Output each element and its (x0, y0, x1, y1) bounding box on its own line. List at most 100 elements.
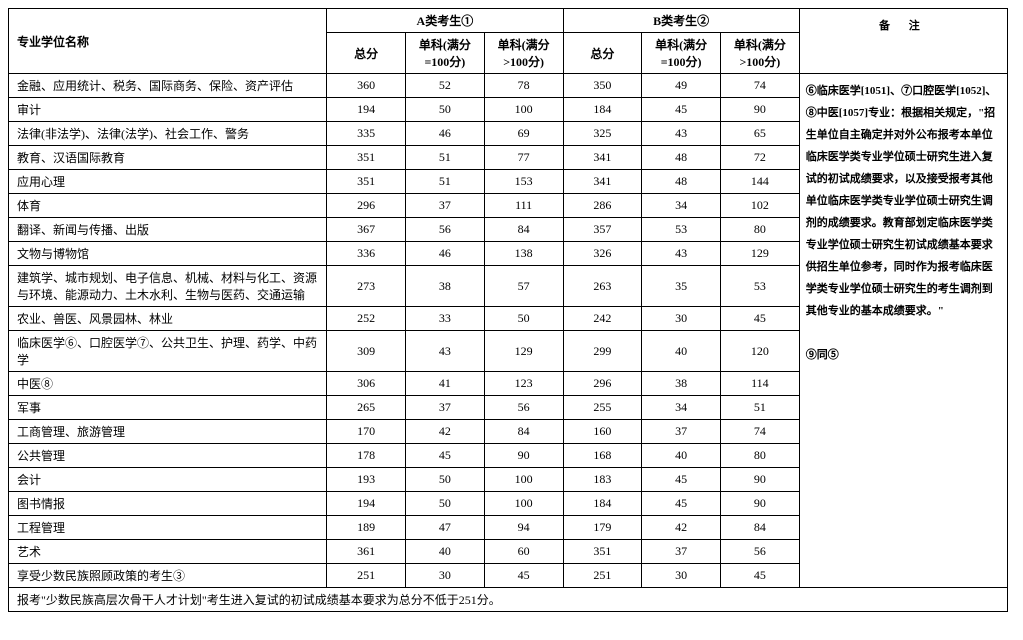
header-a-s100: 单科(满分=100分) (406, 33, 485, 74)
cell-b_sover: 90 (721, 468, 800, 492)
cell-a_s100: 38 (406, 266, 485, 307)
cell-a_s100: 50 (406, 98, 485, 122)
cell-a_sover: 78 (484, 74, 563, 98)
cell-b_sover: 80 (721, 444, 800, 468)
cell-b_sover: 45 (721, 307, 800, 331)
cell-a_sover: 56 (484, 396, 563, 420)
cell-a_total: 309 (327, 331, 406, 372)
cell-b_total: 251 (563, 564, 642, 588)
cell-a_s100: 51 (406, 146, 485, 170)
cell-a_s100: 50 (406, 468, 485, 492)
cell-a_total: 296 (327, 194, 406, 218)
table-body: 金融、应用统计、税务、国际商务、保险、资产评估36052783504974⑥临床… (9, 74, 1008, 612)
cell-b_s100: 49 (642, 74, 721, 98)
cell-a_total: 336 (327, 242, 406, 266)
cell-b_total: 351 (563, 540, 642, 564)
cell-a_total: 178 (327, 444, 406, 468)
cell-major: 工程管理 (9, 516, 327, 540)
cell-b_total: 183 (563, 468, 642, 492)
cell-major: 翻译、新闻与传播、出版 (9, 218, 327, 242)
cell-b_total: 350 (563, 74, 642, 98)
cell-b_s100: 40 (642, 444, 721, 468)
cell-major: 教育、汉语国际教育 (9, 146, 327, 170)
cell-b_s100: 48 (642, 146, 721, 170)
cell-a_sover: 153 (484, 170, 563, 194)
cell-a_s100: 33 (406, 307, 485, 331)
cell-b_sover: 120 (721, 331, 800, 372)
cell-a_sover: 100 (484, 98, 563, 122)
header-a-total: 总分 (327, 33, 406, 74)
cell-a_s100: 43 (406, 331, 485, 372)
cell-major: 中医⑧ (9, 372, 327, 396)
cell-a_sover: 94 (484, 516, 563, 540)
cell-major: 公共管理 (9, 444, 327, 468)
cell-b_s100: 30 (642, 307, 721, 331)
cell-a_s100: 46 (406, 122, 485, 146)
cell-a_total: 252 (327, 307, 406, 331)
cell-b_sover: 72 (721, 146, 800, 170)
cell-b_s100: 42 (642, 516, 721, 540)
cell-a_s100: 52 (406, 74, 485, 98)
cell-a_sover: 77 (484, 146, 563, 170)
cell-a_s100: 41 (406, 372, 485, 396)
cell-major: 文物与博物馆 (9, 242, 327, 266)
cell-a_sover: 111 (484, 194, 563, 218)
cell-b_sover: 51 (721, 396, 800, 420)
cell-b_sover: 74 (721, 420, 800, 444)
cell-b_s100: 35 (642, 266, 721, 307)
cell-b_total: 296 (563, 372, 642, 396)
cell-b_s100: 38 (642, 372, 721, 396)
remark-cell: ⑥临床医学[1051]、⑦口腔医学[1052]、⑧中医[1057]专业：根据相关… (799, 74, 1007, 588)
header-b-sover: 单科(满分>100分) (721, 33, 800, 74)
cell-b_s100: 45 (642, 468, 721, 492)
cell-b_total: 325 (563, 122, 642, 146)
cell-a_total: 335 (327, 122, 406, 146)
cell-b_total: 286 (563, 194, 642, 218)
cell-a_total: 170 (327, 420, 406, 444)
cell-b_sover: 90 (721, 492, 800, 516)
cell-a_s100: 46 (406, 242, 485, 266)
cell-b_s100: 45 (642, 98, 721, 122)
cell-a_total: 193 (327, 468, 406, 492)
cell-a_s100: 30 (406, 564, 485, 588)
cell-a_s100: 56 (406, 218, 485, 242)
cell-a_s100: 42 (406, 420, 485, 444)
score-table: 专业学位名称 A类考生① B类考生② 备 注 总分 单科(满分=100分) 单科… (8, 8, 1008, 612)
cell-b_total: 326 (563, 242, 642, 266)
cell-b_total: 255 (563, 396, 642, 420)
cell-b_total: 263 (563, 266, 642, 307)
cell-major: 应用心理 (9, 170, 327, 194)
cell-b_total: 184 (563, 98, 642, 122)
header-a-sover: 单科(满分>100分) (484, 33, 563, 74)
cell-a_total: 306 (327, 372, 406, 396)
cell-a_total: 194 (327, 492, 406, 516)
cell-major: 金融、应用统计、税务、国际商务、保险、资产评估 (9, 74, 327, 98)
cell-a_s100: 40 (406, 540, 485, 564)
cell-a_sover: 138 (484, 242, 563, 266)
cell-a_s100: 51 (406, 170, 485, 194)
cell-b_total: 168 (563, 444, 642, 468)
cell-b_total: 184 (563, 492, 642, 516)
footer-row: 报考"少数民族高层次骨干人才计划"考生进入复试的初试成绩基本要求为总分不低于25… (9, 588, 1008, 612)
cell-a_total: 265 (327, 396, 406, 420)
cell-a_total: 367 (327, 218, 406, 242)
cell-a_sover: 60 (484, 540, 563, 564)
cell-b_sover: 74 (721, 74, 800, 98)
cell-a_total: 251 (327, 564, 406, 588)
cell-b_total: 357 (563, 218, 642, 242)
cell-b_total: 160 (563, 420, 642, 444)
cell-b_total: 179 (563, 516, 642, 540)
cell-a_s100: 50 (406, 492, 485, 516)
cell-major: 工商管理、旅游管理 (9, 420, 327, 444)
cell-b_s100: 34 (642, 194, 721, 218)
cell-a_s100: 45 (406, 444, 485, 468)
cell-a_sover: 123 (484, 372, 563, 396)
cell-b_sover: 65 (721, 122, 800, 146)
cell-a_s100: 37 (406, 396, 485, 420)
cell-b_s100: 45 (642, 492, 721, 516)
cell-a_sover: 45 (484, 564, 563, 588)
cell-major: 建筑学、城市规划、电子信息、机械、材料与化工、资源与环境、能源动力、土木水利、生… (9, 266, 327, 307)
cell-b_sover: 114 (721, 372, 800, 396)
header-major: 专业学位名称 (9, 9, 327, 74)
cell-b_sover: 129 (721, 242, 800, 266)
